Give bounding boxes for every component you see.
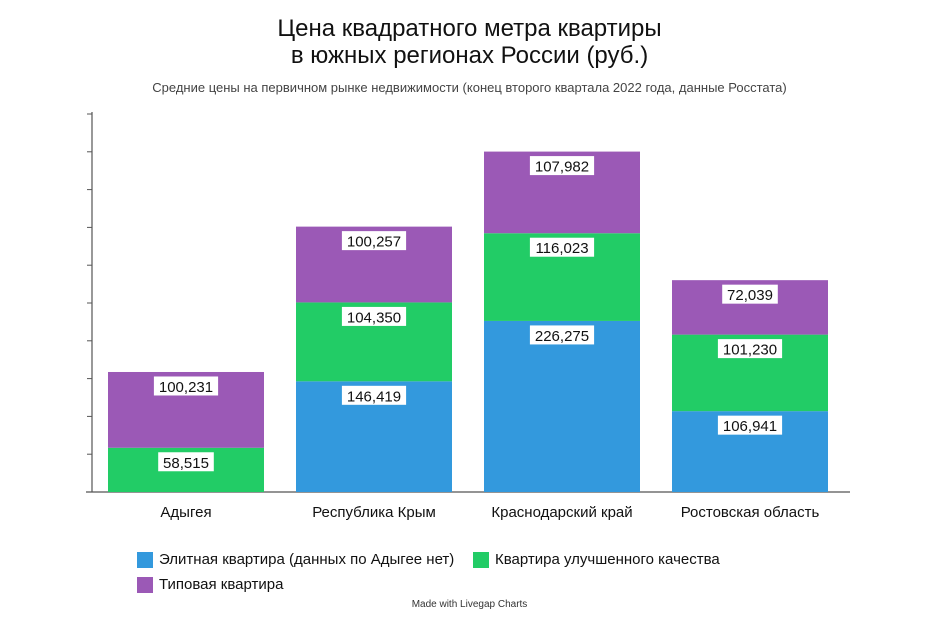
chart-credit: Made with Livegap Charts [411,599,528,610]
data-label-bg [717,415,783,435]
data-label: 146,419 [347,388,401,405]
data-label-bg [722,284,778,304]
x-tick-label: Краснодарский край [491,504,632,521]
legend-label-improved: Квартира улучшенного качества [495,551,720,568]
data-label-bg [341,231,407,251]
data-label: 101,230 [723,342,777,359]
legend-item-standard[interactable]: Типовая квартира [137,576,283,593]
data-label: 100,231 [159,379,213,396]
data-label: 116,023 [535,240,588,257]
data-label: 72,039 [727,287,773,304]
data-label: 107,982 [535,159,589,176]
legend-swatch-elite [137,551,153,568]
data-label-bg [529,156,595,176]
data-label: 100,257 [347,234,401,251]
legend-label-standard: Типовая квартира [159,576,284,593]
legend-swatch-improved [473,551,489,568]
chart-title-line1: Цена квадратного метра квартиры [277,15,662,42]
chart-subtitle: Средние цены на первичном рынке недвижим… [152,80,787,95]
x-tick-label: Адыгея [160,504,211,521]
x-tick-label: Республика Крым [312,504,436,521]
data-label: 104,350 [347,309,401,326]
data-label: 226,275 [535,328,589,345]
x-tick-label: Ростовская область [681,504,820,521]
data-label-bg [529,237,595,257]
data-label-bg [341,385,407,405]
bar-segment [484,320,640,492]
legend-swatch-standard [137,576,153,593]
data-label: 106,941 [723,418,777,435]
legend-label-elite: Элитная квартира (данных по Адыгее нет) [159,551,455,568]
data-label-bg [153,376,219,396]
data-label-bg [341,306,407,326]
data-label: 58,515 [163,455,209,472]
chart-title-line2: в южных регионах России (руб.) [290,42,649,69]
legend-item-elite[interactable]: Элитная квартира (данных по Адыгее нет) [137,551,454,568]
legend-item-improved[interactable]: Квартира улучшенного качества [473,551,720,568]
data-label-bg [158,452,214,472]
data-label-bg [529,325,595,345]
data-label-bg [717,339,783,359]
